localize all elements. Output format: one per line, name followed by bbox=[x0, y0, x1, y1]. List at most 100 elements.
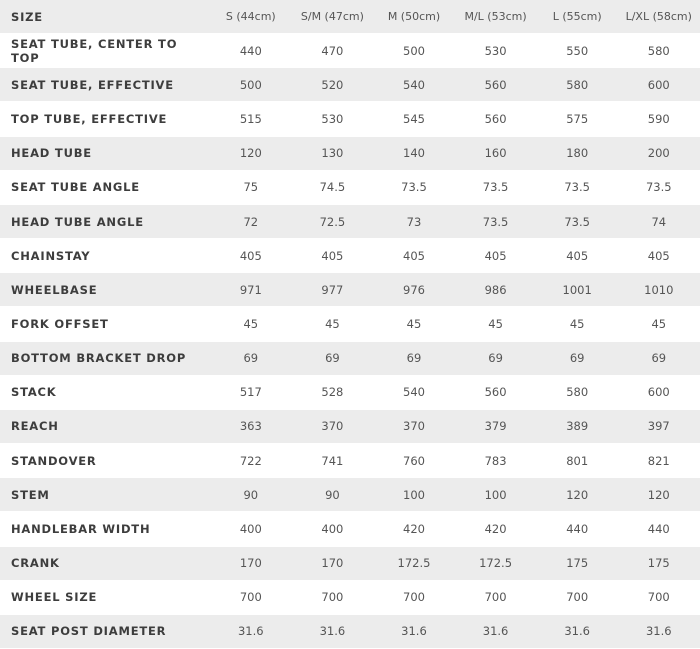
value-cell: 69 bbox=[243, 351, 259, 366]
value-cell: 73.5 bbox=[564, 214, 590, 229]
header-cell: M (50cm) bbox=[387, 10, 441, 24]
table-row: TOP TUBE, EFFECTIVE 515 530 545 560 575 590 bbox=[0, 102, 700, 137]
value-cell: 73.5 bbox=[482, 180, 509, 195]
value-cell: 500 bbox=[403, 43, 425, 58]
value-cell: 590 bbox=[647, 112, 670, 127]
table-row: BOTTOM BRACKET DROP 69 69 69 69 69 69 bbox=[0, 341, 700, 376]
header-cell: S/M (47cm) bbox=[300, 10, 364, 24]
value-cell: 75 bbox=[243, 180, 259, 195]
value-cell: 90 bbox=[243, 487, 259, 502]
table-row: CRANK 170 170 172.5 172.5 175 175 bbox=[0, 546, 700, 581]
value-cell: 400 bbox=[321, 521, 344, 536]
value-cell: 1001 bbox=[562, 282, 592, 297]
value-cell: 700 bbox=[484, 590, 507, 605]
table-row: WHEELBASE 971 977 976 986 1001 1010 bbox=[0, 273, 700, 308]
table-row: HEAD TUBE ANGLE 72 72.5 73 73.5 73.5 74 bbox=[0, 204, 700, 240]
value-cell: 72.5 bbox=[319, 214, 346, 229]
value-cell: 370 bbox=[403, 419, 425, 434]
value-cell: 45 bbox=[243, 316, 259, 331]
value-cell: 90 bbox=[325, 487, 340, 502]
value-cell: 580 bbox=[647, 43, 670, 58]
row-label: CRANK bbox=[11, 556, 60, 571]
value-cell: 440 bbox=[647, 521, 670, 536]
value-cell: 976 bbox=[403, 282, 425, 297]
value-cell: 400 bbox=[239, 521, 262, 536]
value-cell: 45 bbox=[651, 316, 667, 331]
value-cell: 560 bbox=[484, 112, 507, 127]
table-row: SEAT POST DIAMETER 31.6 31.6 31.6 31.6 31.6 31… bbox=[0, 614, 700, 649]
header-cell: SIZE bbox=[11, 9, 43, 24]
value-cell: 72 bbox=[243, 214, 259, 229]
value-cell: 741 bbox=[321, 453, 344, 468]
value-cell: 73.5 bbox=[564, 180, 590, 195]
value-cell: 560 bbox=[484, 385, 507, 400]
value-cell: 73.5 bbox=[645, 180, 672, 195]
value-cell: 31.6 bbox=[645, 624, 672, 639]
value-cell: 515 bbox=[239, 112, 262, 127]
value-cell: 580 bbox=[566, 385, 589, 400]
value-cell: 520 bbox=[321, 77, 344, 92]
value-cell: 540 bbox=[403, 77, 425, 92]
value-cell: 74 bbox=[651, 214, 667, 229]
header-cell: M/L (53cm) bbox=[464, 10, 527, 24]
table-row: REACH 363 370 370 379 389 397 bbox=[0, 409, 700, 445]
value-cell: 575 bbox=[566, 112, 589, 127]
value-cell: 530 bbox=[321, 112, 344, 127]
value-cell: 370 bbox=[321, 419, 344, 434]
value-cell: 74.5 bbox=[319, 180, 346, 195]
header-cell: L/XL (58cm) bbox=[625, 10, 692, 24]
value-cell: 530 bbox=[484, 43, 507, 58]
row-label: WHEEL SIZE bbox=[11, 590, 98, 605]
row-label: SEAT TUBE, CENTER TO TOP bbox=[11, 36, 178, 65]
header-row: SIZE S (44cm) S/M (47cm) M (50cm) M/L (53cm)… bbox=[0, 0, 700, 35]
row-label: SEAT TUBE ANGLE bbox=[11, 180, 140, 195]
header-cell: L (55cm) bbox=[552, 10, 602, 24]
row-label: BOTTOM BRACKET DROP bbox=[11, 351, 187, 366]
row-label: SEAT TUBE, EFFECTIVE bbox=[11, 77, 174, 92]
value-cell: 45 bbox=[569, 316, 585, 331]
value-cell: 700 bbox=[239, 590, 262, 605]
row-label: HEAD TUBE bbox=[11, 146, 92, 161]
table-row: FORK OFFSET 45 45 45 45 45 45 bbox=[0, 307, 700, 342]
value-cell: 540 bbox=[403, 385, 425, 400]
value-cell: 550 bbox=[566, 43, 589, 58]
row-label: STACK bbox=[11, 385, 57, 400]
value-cell: 172.5 bbox=[479, 556, 513, 571]
value-cell: 69 bbox=[651, 351, 667, 366]
value-cell: 45 bbox=[325, 316, 340, 331]
value-cell: 700 bbox=[647, 590, 670, 605]
table-row: HANDLEBAR WIDTH 400 400 420 420 440 440 bbox=[0, 512, 700, 547]
row-label: HEAD TUBE ANGLE bbox=[11, 214, 144, 229]
value-cell: 405 bbox=[321, 248, 344, 263]
row-label: STANDOVER bbox=[11, 453, 97, 468]
value-cell: 73.5 bbox=[401, 180, 427, 195]
value-cell: 73.5 bbox=[482, 214, 509, 229]
value-cell: 120 bbox=[647, 487, 670, 502]
table-row: HEAD TUBE 120 130 140 160 180 200 bbox=[0, 136, 700, 171]
row-label: CHAINSTAY bbox=[11, 248, 91, 263]
value-cell: 389 bbox=[566, 419, 589, 434]
value-cell: 405 bbox=[647, 248, 670, 263]
value-cell: 31.6 bbox=[482, 624, 509, 639]
value-cell: 405 bbox=[239, 248, 262, 263]
value-cell: 200 bbox=[647, 146, 670, 161]
value-cell: 100 bbox=[484, 487, 507, 502]
table-row: STANDOVER 722 741 760 783 801 821 bbox=[0, 444, 700, 479]
value-cell: 760 bbox=[403, 453, 425, 468]
value-cell: 420 bbox=[403, 521, 425, 536]
value-cell: 440 bbox=[566, 521, 589, 536]
value-cell: 821 bbox=[647, 453, 670, 468]
value-cell: 140 bbox=[403, 146, 425, 161]
value-cell: 405 bbox=[403, 248, 425, 263]
row-label: WHEELBASE bbox=[11, 282, 98, 297]
value-cell: 700 bbox=[403, 590, 425, 605]
value-cell: 170 bbox=[239, 556, 262, 571]
value-cell: 379 bbox=[484, 419, 507, 434]
value-cell: 100 bbox=[403, 487, 425, 502]
value-cell: 69 bbox=[569, 351, 585, 366]
table-row: STEM 90 90 100 100 120 120 bbox=[0, 478, 700, 513]
row-label: HANDLEBAR WIDTH bbox=[11, 521, 151, 536]
value-cell: 545 bbox=[403, 112, 425, 127]
